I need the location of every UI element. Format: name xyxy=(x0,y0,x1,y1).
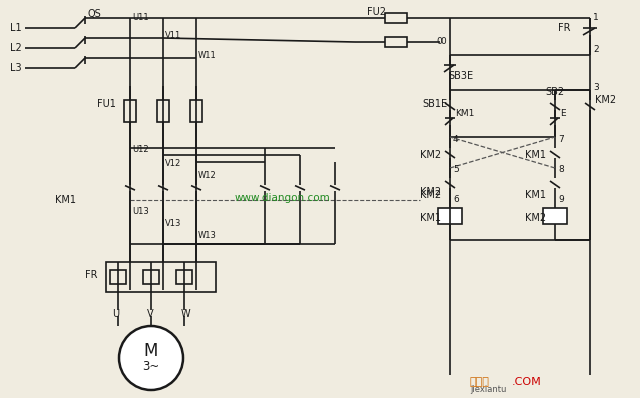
Text: SB1E: SB1E xyxy=(422,99,447,109)
Bar xyxy=(385,13,407,23)
Text: 7: 7 xyxy=(558,135,564,144)
Text: SB2: SB2 xyxy=(545,87,564,97)
Text: L3: L3 xyxy=(10,63,22,73)
Text: V: V xyxy=(147,309,154,319)
Text: SB3E: SB3E xyxy=(448,71,473,81)
Text: 0: 0 xyxy=(436,37,442,47)
Text: KM2: KM2 xyxy=(420,190,441,200)
Bar xyxy=(143,270,159,284)
Text: W12: W12 xyxy=(198,170,217,179)
Bar xyxy=(110,270,126,284)
Text: KM1: KM1 xyxy=(525,150,546,160)
Text: KM1: KM1 xyxy=(420,213,441,223)
Bar xyxy=(106,262,216,292)
Text: 3~: 3~ xyxy=(142,359,159,373)
Text: W13: W13 xyxy=(198,230,217,240)
Bar xyxy=(190,100,202,122)
Text: 1: 1 xyxy=(593,14,599,23)
Text: www.diangon.com: www.diangon.com xyxy=(235,193,331,203)
Text: jiexiantu: jiexiantu xyxy=(470,386,506,394)
Text: FR: FR xyxy=(558,23,570,33)
Text: KM1: KM1 xyxy=(455,109,474,119)
Text: FR: FR xyxy=(85,270,97,280)
Text: QS: QS xyxy=(87,9,100,19)
Text: KM2: KM2 xyxy=(525,213,546,223)
Text: V13: V13 xyxy=(165,220,181,228)
Circle shape xyxy=(119,326,183,390)
Text: V11: V11 xyxy=(165,31,181,41)
Bar xyxy=(157,100,169,122)
Text: 3: 3 xyxy=(593,84,599,92)
Bar xyxy=(124,100,136,122)
Text: U13: U13 xyxy=(132,207,148,217)
Text: 4: 4 xyxy=(453,135,459,144)
Text: 2: 2 xyxy=(593,45,598,55)
Text: M: M xyxy=(144,342,158,360)
Text: E: E xyxy=(560,109,566,119)
Text: KM2: KM2 xyxy=(420,187,441,197)
Bar xyxy=(438,208,462,224)
Text: .COM: .COM xyxy=(512,377,541,387)
Bar xyxy=(385,37,407,47)
Text: L1: L1 xyxy=(10,23,22,33)
Bar xyxy=(176,270,192,284)
Text: 6: 6 xyxy=(453,195,459,205)
Text: U: U xyxy=(112,309,119,319)
Text: U11: U11 xyxy=(132,12,148,21)
Text: KM2: KM2 xyxy=(420,150,441,160)
Text: 8: 8 xyxy=(558,166,564,174)
Text: 接线图: 接线图 xyxy=(470,377,490,387)
Text: KM1: KM1 xyxy=(55,195,76,205)
Text: KM1: KM1 xyxy=(525,190,546,200)
Text: V12: V12 xyxy=(165,158,181,168)
Text: W11: W11 xyxy=(198,51,217,60)
Text: U12: U12 xyxy=(132,146,148,154)
Text: 9: 9 xyxy=(558,195,564,205)
Text: 0: 0 xyxy=(440,37,445,47)
Text: L2: L2 xyxy=(10,43,22,53)
Text: FU1: FU1 xyxy=(97,99,116,109)
Text: W: W xyxy=(181,309,191,319)
Text: FU2: FU2 xyxy=(367,7,386,17)
Text: 5: 5 xyxy=(453,166,459,174)
Bar xyxy=(543,208,567,224)
Text: KM2: KM2 xyxy=(595,95,616,105)
